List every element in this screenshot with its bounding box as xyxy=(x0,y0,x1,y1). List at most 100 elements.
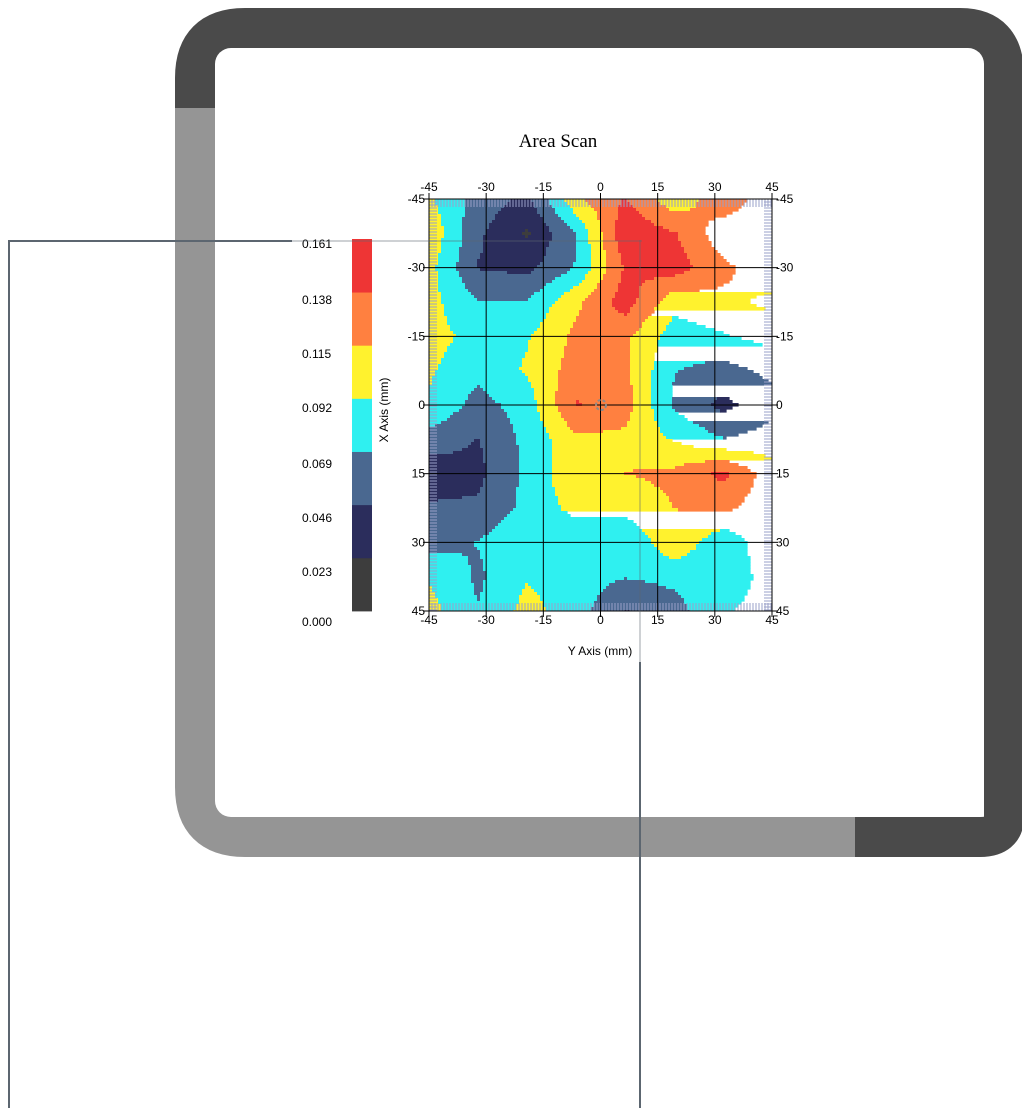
contour-cell xyxy=(462,448,484,452)
contour-cell xyxy=(429,379,433,383)
contour-cell xyxy=(438,277,463,281)
contour-cell xyxy=(696,205,742,209)
contour-cell xyxy=(573,208,595,212)
contour-cell xyxy=(567,421,628,425)
contour-cell xyxy=(495,214,541,218)
contour-cell xyxy=(597,283,619,287)
contour-cell xyxy=(438,208,466,212)
contour-cell xyxy=(441,358,523,362)
contour-cell xyxy=(459,247,484,251)
colorbar-tick-label: 0.092 xyxy=(302,401,332,415)
contour-cell xyxy=(531,586,607,590)
contour-cell xyxy=(429,529,493,533)
contour-cell xyxy=(675,376,763,380)
contour-cell xyxy=(435,370,523,374)
contour-cell xyxy=(441,301,556,305)
contour-cell xyxy=(534,391,556,395)
contour-cell xyxy=(459,256,481,260)
contour-cell xyxy=(561,358,631,362)
contour-cell xyxy=(429,229,445,233)
contour-cell xyxy=(429,448,463,452)
contour-cell xyxy=(429,280,439,284)
contour-cell xyxy=(630,367,655,371)
contour-cell xyxy=(678,592,748,596)
contour-cell xyxy=(429,556,469,560)
contour-cell xyxy=(540,214,559,218)
contour-cell xyxy=(504,409,538,413)
x-tick-label-bottom: 15 xyxy=(651,613,665,627)
contour-cell xyxy=(474,544,655,548)
contour-cell xyxy=(468,397,493,401)
contour-cell xyxy=(678,370,754,374)
contour-cell xyxy=(666,328,715,332)
contour-cell xyxy=(615,232,679,236)
contour-cell xyxy=(429,574,472,578)
contour-cell xyxy=(522,232,532,236)
contour-cell xyxy=(516,439,553,443)
contour-cell xyxy=(438,271,460,275)
contour-cell xyxy=(672,505,739,509)
contour-cell xyxy=(675,589,748,593)
x-tick-label-bottom: -15 xyxy=(535,613,553,627)
contour-cell xyxy=(699,424,763,428)
contour-cell xyxy=(573,229,589,233)
contour-cell xyxy=(555,211,574,215)
contour-cell xyxy=(429,295,442,299)
contour-cell xyxy=(486,466,520,470)
contour-cell xyxy=(537,409,559,413)
contour-cell xyxy=(429,265,436,269)
contour-cell xyxy=(441,214,466,218)
contour-cell xyxy=(609,583,658,587)
contour-cell xyxy=(429,421,442,425)
contour-cell xyxy=(618,310,631,314)
contour-cell xyxy=(570,205,592,209)
contour-cell xyxy=(441,241,463,245)
contour-cell xyxy=(579,310,619,314)
contour-cell xyxy=(537,328,571,332)
x-tick-label-bottom: -30 xyxy=(477,613,495,627)
contour-cell xyxy=(429,361,442,365)
contour-cell xyxy=(621,253,688,257)
contour-cell xyxy=(615,295,640,299)
contour-cell xyxy=(441,361,523,365)
contour-cell xyxy=(531,382,559,386)
contour-cell xyxy=(429,310,445,314)
contour-cell xyxy=(666,325,706,329)
contour-cell xyxy=(672,397,718,401)
contour-cell xyxy=(714,475,730,479)
contour-cell xyxy=(429,502,517,506)
contour-cell xyxy=(561,295,589,299)
contour-cell xyxy=(483,235,526,239)
contour-cell xyxy=(555,493,667,497)
contour-cell xyxy=(534,589,604,593)
contour-cell xyxy=(516,442,553,446)
contour-cell xyxy=(690,550,748,554)
contour-cell xyxy=(507,412,541,416)
contour-cell xyxy=(606,256,622,260)
contour-cell xyxy=(561,217,580,221)
contour-cell xyxy=(630,349,658,353)
colorbar-swatch xyxy=(352,292,372,346)
contour-cell xyxy=(453,331,535,335)
contour-cell xyxy=(618,250,685,254)
contour-cell xyxy=(630,346,658,350)
y-tick-label-right: 30 xyxy=(776,535,790,549)
contour-cell xyxy=(540,415,562,419)
contour-cell xyxy=(585,277,604,281)
y-tick-label-left: 45 xyxy=(412,604,426,618)
contour-cell xyxy=(465,400,496,404)
contour-cell xyxy=(552,445,694,449)
contour-cell xyxy=(480,550,661,554)
contour-cell xyxy=(519,598,541,602)
contour-cell xyxy=(474,589,484,593)
contour-cell xyxy=(615,292,640,296)
contour-cell xyxy=(429,253,439,257)
contour-cell xyxy=(531,295,562,299)
contour-cell xyxy=(477,298,529,302)
contour-cell xyxy=(561,364,631,368)
contour-cell xyxy=(651,220,709,224)
contour-cell xyxy=(516,490,556,494)
y-tick-label-left: 0 xyxy=(418,398,425,412)
contour-cell xyxy=(552,457,772,461)
contour-cell xyxy=(429,583,475,587)
